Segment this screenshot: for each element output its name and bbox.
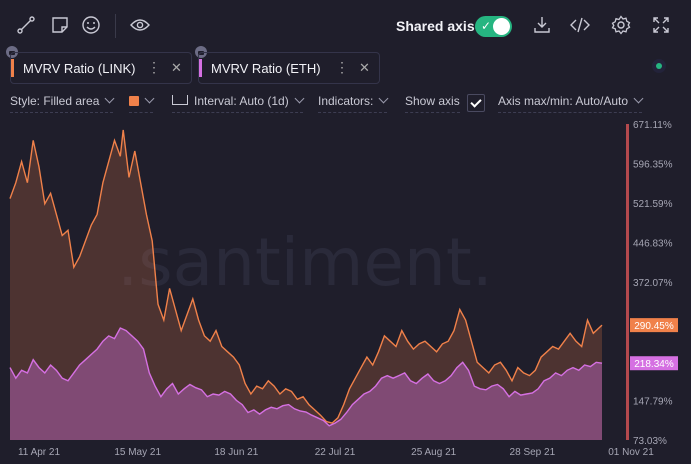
metric-label: MVRV Ratio (LINK) (23, 61, 136, 76)
interval-label: Interval: Auto (1d) (194, 94, 289, 108)
download-icon[interactable] (532, 15, 552, 35)
x-tick-label: 01 Nov 21 (608, 447, 654, 458)
axis-maxmin-dropdown[interactable]: Axis max/min: Auto/Auto (498, 93, 644, 113)
shared-axis-toggle[interactable]: ✓ (475, 16, 512, 37)
eye-icon[interactable] (130, 15, 150, 35)
last-value-label: 290.45% (634, 321, 674, 332)
interval-icon (172, 95, 188, 105)
color-picker[interactable] (129, 93, 155, 113)
code-icon[interactable] (570, 15, 590, 35)
series-line-eth (9, 327, 603, 427)
y-axis-line (626, 124, 629, 440)
smile-icon[interactable] (81, 15, 101, 35)
close-icon[interactable]: ✕ (171, 60, 182, 75)
check-icon: ✓ (481, 19, 492, 33)
style-dropdown[interactable]: Style: Filled area (10, 93, 115, 113)
show-axis-label: Show axis (405, 94, 460, 108)
metric-color-bar (199, 59, 202, 77)
y-tick-label: 446.83% (633, 239, 673, 250)
y-tick-label: 596.35% (633, 160, 673, 171)
last-value-label: 218.34% (634, 359, 674, 370)
y-tick-label: 372.07% (633, 278, 673, 289)
indicators-label: Indicators: (318, 94, 374, 108)
y-tick-label: 521.59% (633, 199, 673, 210)
top-toolbar: Shared axis ✓ (0, 0, 691, 52)
series-line-link (9, 129, 603, 424)
x-tick-label: 22 Jul 21 (315, 447, 356, 458)
x-tick-label: 15 May 21 (114, 447, 161, 458)
metric-chip-link[interactable]: MVRV Ratio (LINK) ⋮ ✕ (10, 52, 192, 84)
axis-maxmin-label: Axis max/min: Auto/Auto (498, 94, 629, 108)
metric-label: MVRV Ratio (ETH) (211, 61, 321, 76)
more-options-icon[interactable]: ⋮ (147, 59, 161, 75)
sticky-note-icon[interactable] (50, 15, 70, 35)
gear-icon[interactable] (611, 15, 631, 35)
live-status-icon (652, 59, 666, 73)
chart-settings-bar: Style: Filled area Interval: Auto (1d) I… (0, 90, 691, 114)
santiment-watermark: .santiment. (117, 224, 492, 301)
x-tick-label: 25 Aug 21 (411, 447, 456, 458)
indicators-dropdown[interactable]: Indicators: (318, 93, 389, 113)
y-tick-label: 671.11% (633, 120, 672, 131)
metric-color-bar (11, 59, 14, 77)
last-value-badge (630, 318, 678, 333)
series-area-eth (10, 328, 602, 440)
more-options-icon[interactable]: ⋮ (335, 59, 349, 75)
series-area-link (10, 129, 602, 440)
interval-dropdown[interactable]: Interval: Auto (1d) (172, 93, 305, 113)
shared-axis-label: Shared axis (396, 18, 475, 34)
last-value-badge (630, 356, 678, 371)
toolbar-divider (115, 14, 116, 38)
connect-icon[interactable] (16, 15, 36, 35)
x-tick-label: 11 Apr 21 (18, 447, 61, 458)
x-tick-label: 28 Sep 21 (510, 447, 556, 458)
show-axis-checkbox[interactable] (467, 94, 485, 112)
color-swatch (129, 96, 139, 106)
show-axis-setting[interactable]: Show axis (405, 94, 460, 113)
metric-chip-eth[interactable]: MVRV Ratio (ETH) ⋮ ✕ (198, 52, 380, 84)
y-tick-label: 147.79% (633, 397, 673, 408)
style-label: Style: Filled area (10, 94, 100, 108)
toggle-knob (493, 18, 510, 35)
close-icon[interactable]: ✕ (359, 60, 370, 75)
x-tick-label: 18 Jun 21 (214, 447, 258, 458)
fullscreen-icon[interactable] (651, 15, 671, 35)
y-tick-label: 73.03% (633, 436, 667, 447)
